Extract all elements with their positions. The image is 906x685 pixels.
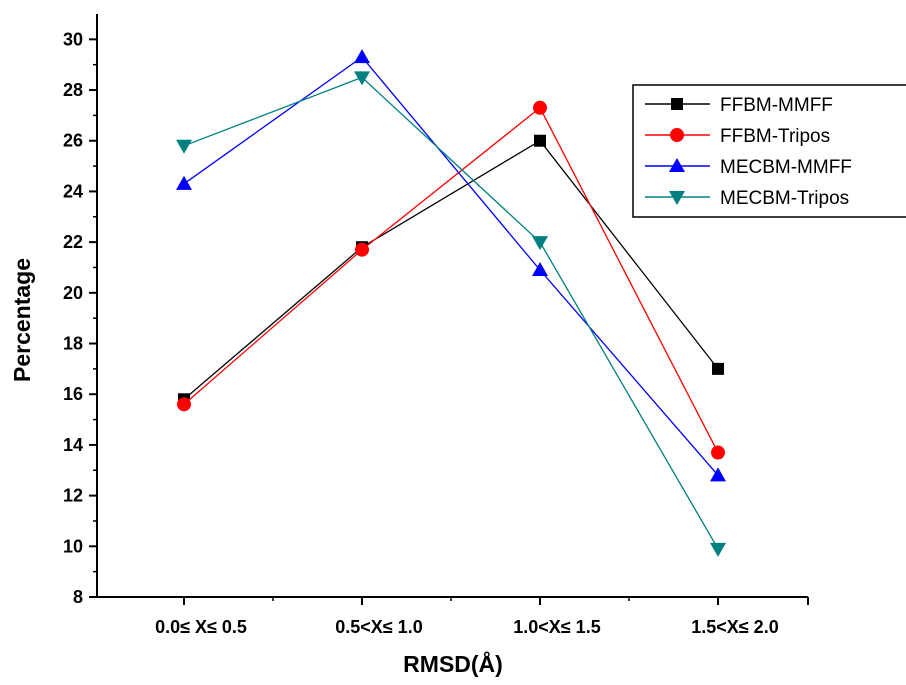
y-tick-label: 18 (63, 334, 83, 354)
y-tick-label: 28 (63, 80, 83, 100)
data-point (534, 134, 546, 147)
legend-item: MECBM-MMFF (645, 157, 852, 178)
y-tick-label: 26 (63, 131, 83, 151)
data-point (710, 467, 726, 482)
legend-label: FFBM-Tripos (720, 126, 830, 147)
data-point (533, 100, 547, 115)
legend-item: FFBM-MMFF (645, 95, 833, 116)
legend: FFBM-MMFF FFBM-Tripos MECBM-MMFF MECBM-Trip… (632, 84, 906, 218)
series-line (183, 76, 719, 550)
series-ffbm-tripos (177, 100, 725, 460)
series-line (183, 106, 719, 453)
x-tick-label: 1.5<X≤ 2.0 (691, 617, 778, 637)
data-point (355, 242, 369, 257)
legend-marker (671, 98, 683, 110)
y-tick-label: 14 (63, 435, 83, 455)
y-tick-label: 20 (63, 283, 83, 303)
y-tick-label: 8 (73, 587, 83, 607)
data-point (354, 71, 370, 86)
data-point (354, 49, 370, 64)
x-tick-label: 1.0<X≤ 1.5 (513, 617, 600, 637)
data-point (711, 445, 725, 460)
y-axis-title: Percentage (9, 258, 35, 382)
x-axis-title: RMSD(Å) (403, 650, 503, 677)
data-point (176, 175, 192, 190)
legend-item: MECBM-Tripos (645, 188, 849, 209)
series-line (183, 139, 719, 400)
legend-label: MECBM-MMFF (720, 157, 852, 178)
data-point (532, 262, 548, 277)
y-tick-label: 22 (63, 232, 83, 252)
data-point (710, 542, 726, 557)
y-tick-label: 12 (63, 486, 83, 506)
y-tick-label: 10 (63, 536, 83, 556)
legend-label: MECBM-Tripos (720, 188, 849, 209)
series-line (183, 56, 719, 476)
data-point (177, 397, 191, 412)
legend-marker (669, 191, 685, 205)
data-point (532, 236, 548, 251)
data-point (712, 362, 724, 375)
series-group (176, 49, 726, 557)
data-point (176, 139, 192, 154)
y-tick-label: 30 (63, 29, 83, 49)
legend-label: FFBM-MMFF (720, 95, 833, 116)
series-mecbm-tripos (176, 71, 726, 557)
axes: 8 10 12 14 16 18 20 22 24 26 28 30 0.0≤ X≤ 0.5 0.5<X≤… (63, 14, 809, 637)
series-mecbm-mmff (176, 49, 726, 482)
legend-marker (670, 128, 684, 142)
x-tick-label: 0.5<X≤ 1.0 (335, 617, 422, 637)
legend-item: FFBM-Tripos (645, 126, 830, 147)
y-tick-label: 16 (63, 384, 83, 404)
legend-marker (669, 158, 685, 172)
y-tick-label: 24 (63, 181, 83, 201)
x-tick-label: 0.0≤ X≤ 0.5 (155, 617, 247, 637)
